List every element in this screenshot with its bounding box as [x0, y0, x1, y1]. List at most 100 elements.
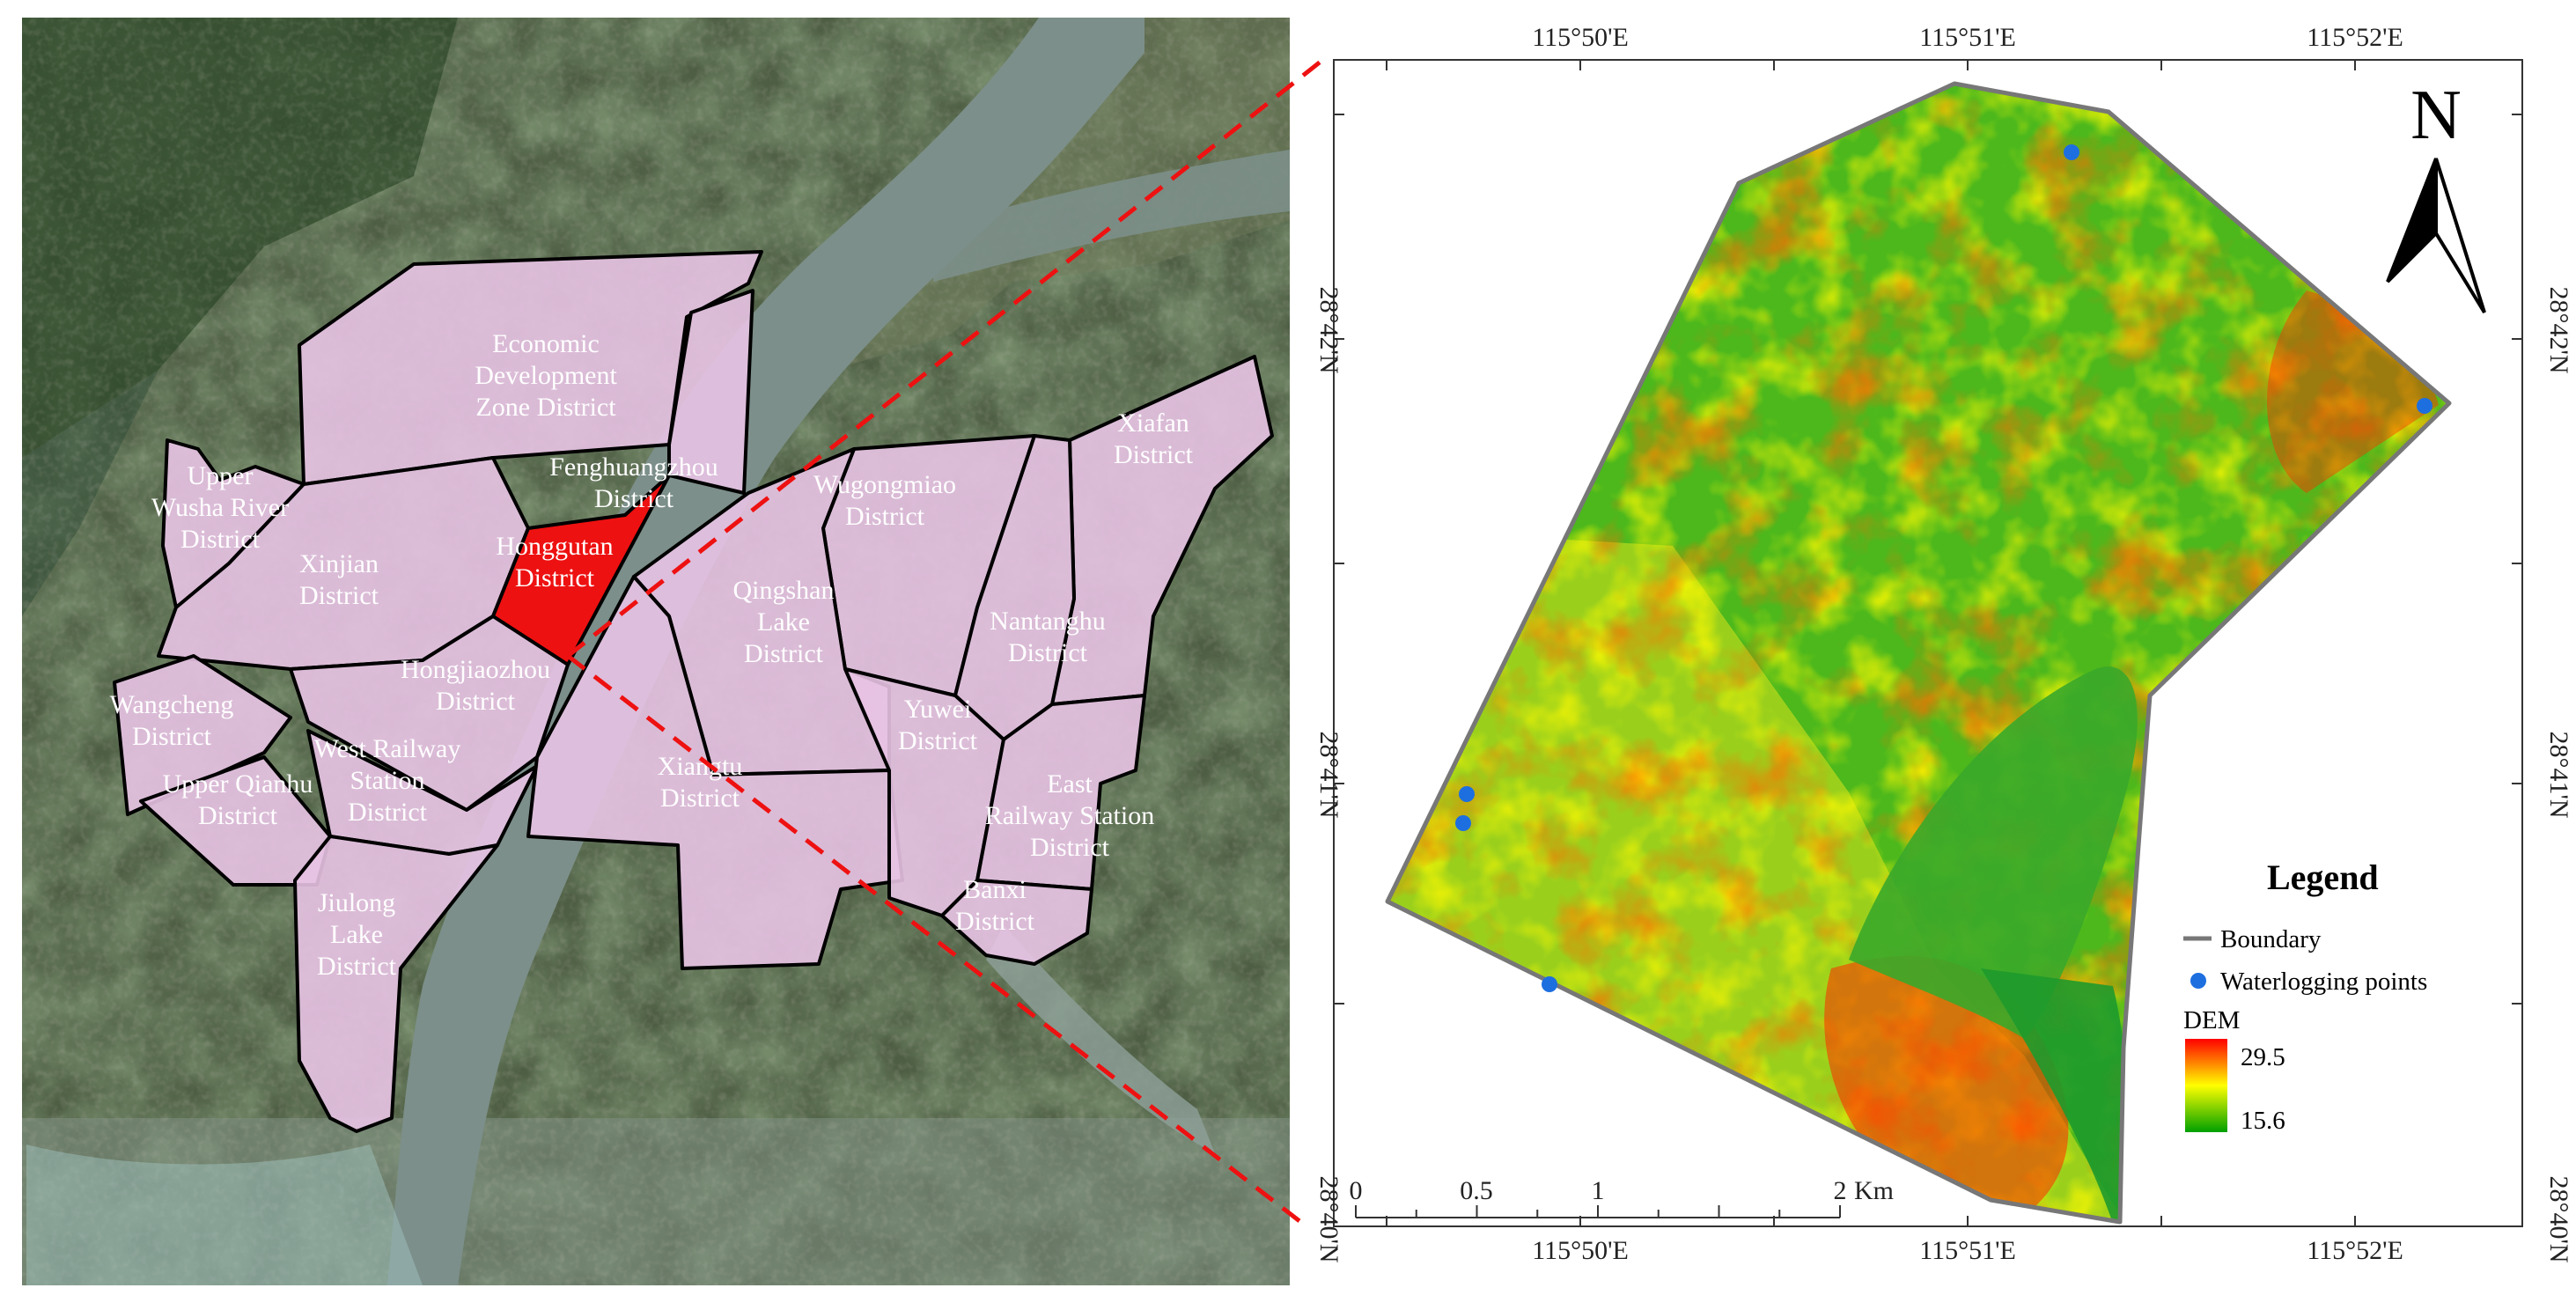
district-label: Jiulong Lake District [317, 888, 397, 981]
district-label-line: District [436, 687, 516, 716]
left-latitude-label: 28°41'N [1314, 731, 1343, 818]
waterlogging-points [1455, 144, 2432, 992]
district-labels: Economic Development Zone District Fenghuan… [110, 329, 1194, 981]
district-label-line: Wangcheng [110, 690, 234, 719]
legend-title: Legend [2267, 857, 2379, 897]
district-hongjiaozhou[interactable] [289, 615, 570, 812]
district-label-line: Jiulong [318, 888, 395, 917]
north-arrow: N [2386, 77, 2486, 314]
top-longitude-label: 115°52'E [2307, 23, 2403, 52]
river [387, 18, 1144, 1285]
district-label-line: District [180, 525, 261, 554]
waterlogging-point[interactable] [1542, 976, 1557, 992]
district-label-line: Wusha River [151, 493, 289, 522]
connector-line-bottom [566, 654, 1305, 1225]
district-label-line: District [955, 907, 1035, 936]
district-label-line: Lake [757, 607, 810, 637]
connector-line-top [566, 60, 1322, 658]
district-label: Fenghuangzhou District [549, 453, 718, 513]
scale-label-2: 2 [1834, 1176, 1847, 1205]
district-label-line: West Railway [314, 734, 461, 763]
north-arrow-label: N [2410, 77, 2462, 154]
district-fenghuangzhou[interactable] [667, 289, 754, 495]
district-label-line: Upper Qianhu [163, 769, 313, 799]
district-label: Upper Wusha River District [151, 461, 289, 554]
district-wangcheng[interactable] [113, 654, 292, 816]
district-label: Wugongmiao District [813, 470, 956, 531]
district-label-line: Wugongmiao [813, 470, 956, 499]
scale-bar: 0 0.5 1 2 Km [1350, 1176, 1894, 1218]
scale-unit: Km [1854, 1176, 1894, 1205]
district-label: East Railway Station District [985, 769, 1154, 862]
top-longitude-label: 115°50'E [1532, 23, 1629, 52]
district-label-line: Xiafan [1117, 408, 1189, 438]
district-label-line: Zone District [475, 393, 616, 422]
district-xiangtu[interactable] [526, 575, 904, 970]
district-label: Nantanghu District [990, 607, 1106, 667]
district-label-line: District [898, 726, 978, 755]
district-label: West Railway Station District [314, 734, 461, 827]
map-frame [1333, 59, 2523, 1227]
district-label: Upper Qianhu District [163, 769, 313, 830]
bottom-longitude-label: 115°51'E [1919, 1236, 2016, 1265]
district-label: Xiangtu District [658, 752, 743, 813]
dem-low-edge [1981, 968, 2139, 1222]
waterlogging-point[interactable] [2417, 398, 2432, 414]
lake-sw [26, 1144, 423, 1285]
waterlogging-point[interactable] [1459, 786, 1475, 802]
district-label-line: District [1030, 833, 1110, 862]
district-label-line: Fenghuangzhou [549, 453, 718, 482]
legend-points-label: Waterlogging points [2220, 968, 2427, 996]
left-latitude-label: 28°42'N [1314, 286, 1343, 373]
district-label-line: District [1114, 440, 1194, 469]
district-label-line: Yuwei [904, 695, 972, 724]
district-label: Xinjian District [299, 549, 379, 610]
left-latitude-label: 28°40'N [1314, 1175, 1343, 1262]
dem-raster [1387, 84, 2449, 1222]
district-label-line: Qingshan [733, 576, 835, 605]
district-label-line: District [198, 801, 278, 830]
south-branch [986, 924, 1215, 1153]
right-latitude-label: 28°40'N [2544, 1175, 2573, 1262]
district-label-line: Honggutan [496, 532, 613, 561]
district-label-line: Railway Station [985, 801, 1154, 830]
legend-point-symbol [2190, 973, 2206, 989]
frame-ticks [1334, 60, 2522, 1227]
top-longitude-label: 115°51'E [1919, 23, 2016, 52]
scale-bar-ticks [1355, 1205, 1841, 1218]
district-label: Honggutan District [496, 532, 613, 592]
scale-label-1: 1 [1592, 1176, 1605, 1205]
district-label: Wangcheng District [110, 690, 234, 751]
waterlogging-point[interactable] [1455, 815, 1471, 831]
bottom-longitude-label: 115°52'E [2307, 1236, 2403, 1265]
scale-label-0: 0 [1350, 1176, 1363, 1205]
zoom-connector-lines [566, 60, 1322, 1225]
district-label-line: Economic [492, 329, 600, 358]
waterlogging-point[interactable] [2064, 144, 2079, 160]
district-label-line: Lake [330, 920, 383, 949]
district-label-line: Upper [188, 461, 254, 490]
dem-map-panel: N 115°50'E 115°51'E 115°52'E 115°50'E 115°51… [1314, 23, 2573, 1265]
north-arrow-outline [2386, 158, 2438, 283]
district-label: Qingshan Lake District [733, 576, 835, 668]
district-label-line: Nantanghu [990, 607, 1106, 636]
district-banxi[interactable] [940, 879, 1093, 966]
legend: Legend Boundary Waterlogging points DEM … [2183, 857, 2427, 1135]
district-label-line: District [515, 563, 595, 592]
district-label-line: East [1047, 769, 1093, 799]
district-label-line: District [660, 784, 740, 813]
bottom-longitude-label: 115°50'E [1532, 1236, 1629, 1265]
legend-dem-max: 29.5 [2241, 1043, 2285, 1071]
district-label-line: Development [475, 361, 617, 390]
right-latitude-label: 28°42'N [2544, 286, 2573, 373]
scale-label-0-5: 0.5 [1460, 1176, 1493, 1205]
district-label: Economic Development Zone District [475, 329, 617, 422]
satellite-map-panel: Economic Development Zone District Fenghuan… [22, 18, 1290, 1285]
district-label: Xiafan District [1114, 408, 1194, 469]
district-honggutan[interactable] [491, 474, 671, 666]
district-label-line: District [348, 798, 428, 827]
district-jiulong-lake[interactable] [293, 835, 499, 1133]
legend-dem-min: 15.6 [2241, 1107, 2285, 1135]
district-label-line: Xinjian [299, 549, 379, 578]
